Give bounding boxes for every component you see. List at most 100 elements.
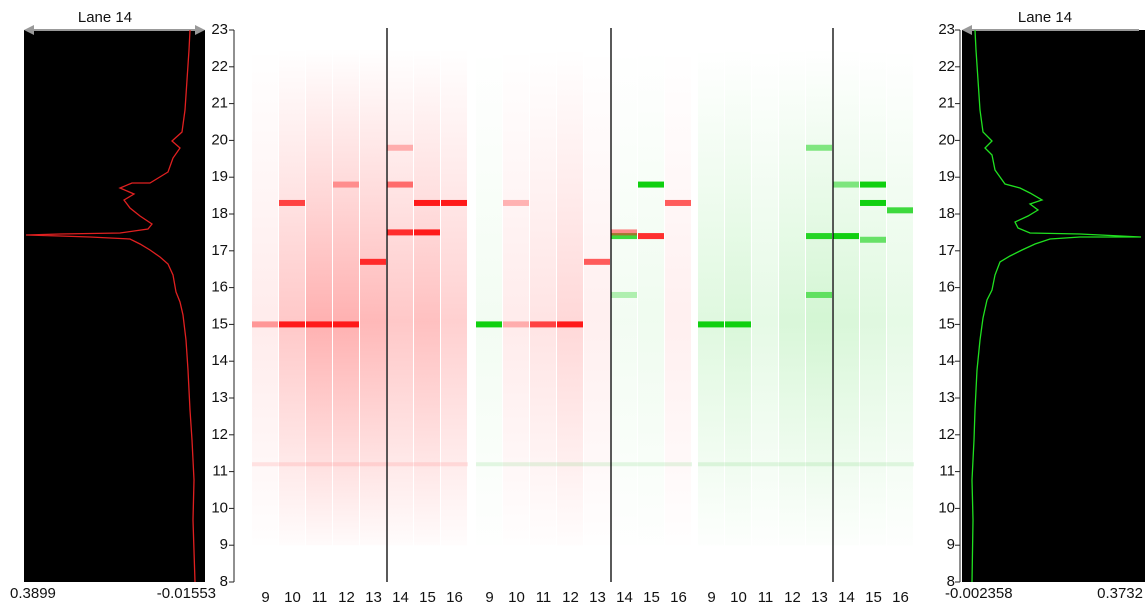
band [833, 233, 859, 239]
lane-smear [476, 48, 502, 545]
lane-label: 11 [536, 589, 552, 606]
lane-label: 10 [730, 589, 747, 606]
band [665, 200, 691, 206]
y-tick-label: 19 [211, 168, 228, 185]
band [306, 321, 332, 327]
y-tick-label: 11 [212, 463, 228, 480]
band [333, 321, 359, 327]
lane-label: 16 [670, 589, 687, 606]
profile-box [24, 30, 205, 582]
lane-smear [306, 48, 332, 545]
band [557, 321, 583, 327]
y-tick-label: 22 [938, 58, 955, 75]
lane-label: 9 [485, 589, 493, 606]
lane-label: 12 [784, 589, 801, 606]
band [806, 145, 832, 151]
lane-smear [584, 48, 610, 545]
y-tick-label: 9 [220, 536, 228, 553]
lane-label: 15 [419, 589, 436, 606]
band [252, 321, 278, 327]
faint-band [476, 462, 692, 466]
lane-label: 16 [892, 589, 909, 606]
lane-smear [441, 48, 467, 545]
lane-label: 14 [838, 589, 855, 606]
band [833, 182, 859, 188]
band [441, 200, 467, 206]
band [638, 233, 664, 239]
lane-label: 9 [261, 589, 269, 606]
band [887, 207, 913, 213]
y-tick-label: 23 [211, 21, 228, 38]
lane-smear [752, 48, 778, 545]
profile-title: Lane 14 [78, 9, 132, 26]
y-tick-label: 18 [211, 205, 228, 222]
band [584, 259, 610, 265]
lane-smear [414, 48, 440, 545]
y-tick-label: 16 [211, 279, 228, 296]
lane-smear [333, 48, 359, 545]
lane-smear [725, 48, 751, 545]
y-tick-label: 15 [211, 315, 228, 332]
y-tick-label: 21 [938, 95, 955, 112]
y-tick-label: 19 [938, 168, 955, 185]
band [698, 321, 724, 327]
lane-label: 16 [446, 589, 463, 606]
y-tick-label: 22 [211, 58, 228, 75]
lane-label: 11 [312, 589, 328, 606]
lane-label: 15 [643, 589, 660, 606]
y-tick-label: 12 [938, 426, 955, 443]
y-tick-label: 13 [938, 389, 955, 406]
lane-smear [279, 48, 305, 545]
band [611, 292, 637, 298]
band [414, 200, 440, 206]
lane-smear [557, 48, 583, 545]
y-tick-label: 10 [211, 499, 228, 516]
lane-label: 15 [865, 589, 882, 606]
lane-label: 14 [392, 589, 409, 606]
lane-smear [860, 48, 886, 545]
lane-label: 9 [707, 589, 715, 606]
y-tick-label: 14 [938, 352, 955, 369]
lane-label: 13 [811, 589, 828, 606]
y-tick-label: 13 [211, 389, 228, 406]
band [806, 233, 832, 239]
band [360, 259, 386, 265]
y-tick-label: 8 [220, 573, 228, 590]
y-tick-label: 17 [211, 242, 228, 259]
lane-smear [360, 48, 386, 545]
lane-label: 10 [284, 589, 301, 606]
y-tick-label: 9 [947, 536, 955, 553]
profile-min: -0.002358 [945, 585, 1013, 602]
y-tick-label: 21 [211, 95, 228, 112]
lane-label: 13 [365, 589, 382, 606]
lane-label: 13 [589, 589, 606, 606]
band [860, 182, 886, 188]
band [611, 229, 637, 235]
band [387, 145, 413, 151]
y-tick-label: 14 [211, 352, 228, 369]
faint-band [698, 462, 914, 466]
lane-label: 10 [508, 589, 525, 606]
band [530, 321, 556, 327]
band [503, 200, 529, 206]
band [333, 182, 359, 188]
lane-smear [252, 48, 278, 545]
lane-label: 14 [616, 589, 633, 606]
lane-smear [698, 48, 724, 545]
y-tick-label: 11 [939, 463, 955, 480]
lane-smear [530, 48, 556, 545]
lane-smear [503, 48, 529, 545]
lane-smear [665, 48, 691, 545]
y-tick-label: 15 [938, 315, 955, 332]
band [503, 321, 529, 327]
profile-title: Lane 14 [1018, 9, 1072, 26]
y-tick-label: 12 [211, 426, 228, 443]
y-tick-label: 20 [938, 131, 955, 148]
band [725, 321, 751, 327]
band [279, 321, 305, 327]
y-tick-label: 20 [211, 131, 228, 148]
band [279, 200, 305, 206]
y-tick-label: 8 [947, 573, 955, 590]
band [387, 182, 413, 188]
band [860, 200, 886, 206]
